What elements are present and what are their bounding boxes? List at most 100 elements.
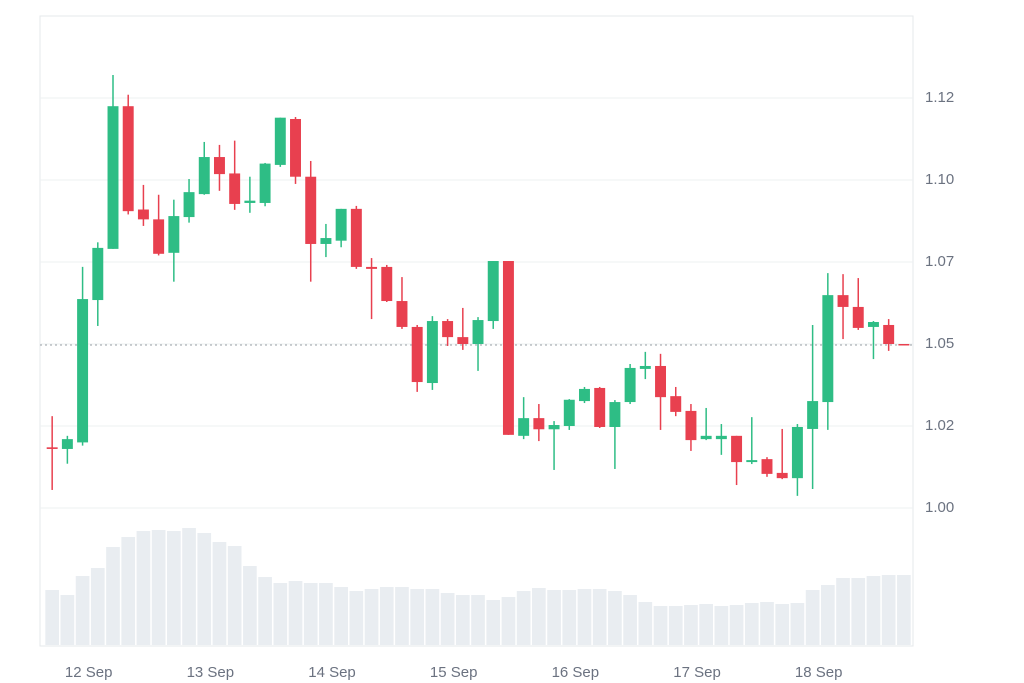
candle-body <box>609 402 621 427</box>
candle-body <box>670 396 682 412</box>
volume-bar <box>75 576 90 645</box>
volume-bar <box>166 531 181 645</box>
candle-body <box>563 399 575 426</box>
candle-body <box>426 321 438 384</box>
volume-bar <box>45 590 60 645</box>
volume-bar <box>151 530 166 645</box>
volume-bar <box>121 537 136 645</box>
volume-bar <box>699 604 714 645</box>
volume-bar <box>729 605 744 645</box>
volume-bar <box>303 583 318 645</box>
candle-body <box>122 106 134 212</box>
candle-body <box>746 460 758 463</box>
plot-frame <box>39 15 914 647</box>
candle-body <box>487 261 499 322</box>
x-tick-label: 18 Sep <box>795 664 843 681</box>
volume-bar <box>668 606 683 645</box>
candle-body <box>381 266 393 302</box>
candle-body <box>457 337 469 344</box>
candle-body <box>533 418 545 430</box>
candle-body <box>867 322 879 327</box>
y-tick-label: 1.12 <box>925 89 954 106</box>
candle-body <box>761 459 773 474</box>
volume-bar <box>319 583 333 645</box>
candle-body <box>274 117 286 165</box>
candle-body <box>715 435 727 440</box>
candle-body <box>198 157 210 195</box>
candle-body <box>579 388 590 402</box>
volume-bar <box>547 590 561 645</box>
volume-bar <box>471 595 485 645</box>
volume-bar <box>714 606 729 645</box>
volume-bar <box>532 588 546 645</box>
candle-body <box>366 266 378 269</box>
y-tick-label: 1.10 <box>925 171 954 188</box>
volume-bar <box>227 546 242 645</box>
candle-body <box>624 367 636 403</box>
candle-body <box>259 163 271 203</box>
volume-bar <box>562 590 577 645</box>
candle-body <box>791 426 803 479</box>
volume-bar <box>775 604 790 645</box>
candle-body <box>290 118 301 177</box>
candle-body <box>655 365 667 398</box>
volume-bar <box>136 531 151 645</box>
candle-body <box>153 219 165 254</box>
volume-bar <box>623 595 637 645</box>
volume-bar <box>60 595 75 645</box>
x-tick-label: 13 Sep <box>187 664 235 681</box>
candle-body <box>594 387 606 427</box>
candle-body <box>807 401 819 429</box>
volume-bar <box>364 589 379 645</box>
x-tick-label: 14 Sep <box>308 664 356 681</box>
x-tick-label: 15 Sep <box>430 664 478 681</box>
volume-bar <box>486 600 501 645</box>
volume-bar <box>760 602 774 645</box>
candle-body <box>837 295 849 307</box>
candle-body <box>320 238 332 244</box>
volume-bar <box>805 590 820 645</box>
candle-body <box>183 192 195 218</box>
volume-bar <box>425 589 440 645</box>
volume-bar <box>243 566 257 645</box>
candle-body <box>335 208 347 241</box>
volume-bar <box>106 547 120 645</box>
volume-bar <box>334 587 348 645</box>
candle-body <box>852 306 864 328</box>
volume-bar <box>197 533 212 645</box>
y-tick-label: 1.07 <box>925 253 954 270</box>
volume-bar <box>349 591 364 645</box>
candle-body <box>898 344 910 346</box>
x-tick-label: 12 Sep <box>65 664 113 681</box>
candle-body <box>411 326 423 383</box>
volume-bar <box>395 587 409 645</box>
volume-bar <box>182 528 196 645</box>
candle-body <box>350 208 362 267</box>
candle-body <box>107 106 119 249</box>
volume-bar <box>608 591 622 645</box>
candle-body <box>442 321 454 338</box>
candle-body <box>472 320 484 344</box>
candle-body <box>77 299 89 443</box>
y-tick-label: 1.00 <box>925 499 954 516</box>
volume-bar <box>516 591 531 645</box>
volume-bar <box>379 587 394 645</box>
volume-bar <box>851 578 866 645</box>
x-tick-label: 16 Sep <box>552 664 600 681</box>
candle-body <box>92 247 104 301</box>
candle-body <box>685 410 697 441</box>
volume-bar <box>288 581 303 645</box>
candle-body <box>731 435 743 463</box>
candle-body <box>168 216 180 253</box>
candle-body <box>700 435 712 440</box>
candle-body <box>883 324 895 344</box>
candle-body <box>213 157 225 175</box>
volume-bar <box>653 606 668 645</box>
candle-body <box>822 295 834 403</box>
y-tick-label: 1.02 <box>925 417 954 434</box>
volume-bar <box>410 589 425 645</box>
candle-body <box>61 439 73 449</box>
candle-body <box>502 261 514 435</box>
volume-bar <box>455 595 470 645</box>
candle-body <box>137 209 149 220</box>
